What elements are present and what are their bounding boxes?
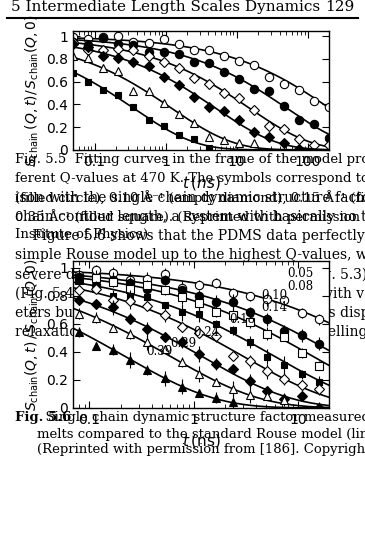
X-axis label: $t\,(\rm ns)$: $t\,(\rm ns)$ [181, 432, 220, 450]
Text: Single chain dynamic structure factor measured for PDMS chains at 373 K in the
m: Single chain dynamic structure factor me… [36, 411, 365, 456]
Text: 0.18: 0.18 [229, 313, 255, 326]
Text: 0.29: 0.29 [170, 337, 196, 350]
X-axis label: $t\,(ns)$: $t\,(ns)$ [181, 174, 220, 192]
Y-axis label: $S_{\rm chain}\,(Q,t)/\,S_{\rm chain}(Q,0)$: $S_{\rm chain}\,(Q,t)/\,S_{\rm chain}(Q,… [23, 14, 41, 166]
Text: 129: 129 [325, 0, 354, 14]
Text: ison with the single chain dynamic structure factor of a PDMS melt of similar
ch: ison with the single chain dynamic struc… [15, 191, 365, 339]
Text: 0.08: 0.08 [287, 280, 313, 292]
Text: 0.14: 0.14 [261, 301, 287, 314]
Text: 0.39: 0.39 [146, 345, 172, 359]
Text: Fig. 5.6: Fig. 5.6 [15, 411, 71, 423]
Y-axis label: $S_{\rm chain}(Q,t)\,/\,S_{\rm chain}(Q,0)$: $S_{\rm chain}(Q,t)\,/\,S_{\rm chain}(Q,… [23, 258, 41, 411]
Text: 0.10: 0.10 [261, 289, 287, 302]
Text: Fig. 5.5  Fitting curves in the frame of the model proposed by Allegra et al. [2: Fig. 5.5 Fitting curves in the frame of … [15, 153, 365, 241]
Text: 0.05: 0.05 [287, 267, 313, 280]
Text: 5 Intermediate Length Scales Dynamics: 5 Intermediate Length Scales Dynamics [11, 0, 319, 14]
Text: 0.24: 0.24 [193, 326, 219, 339]
